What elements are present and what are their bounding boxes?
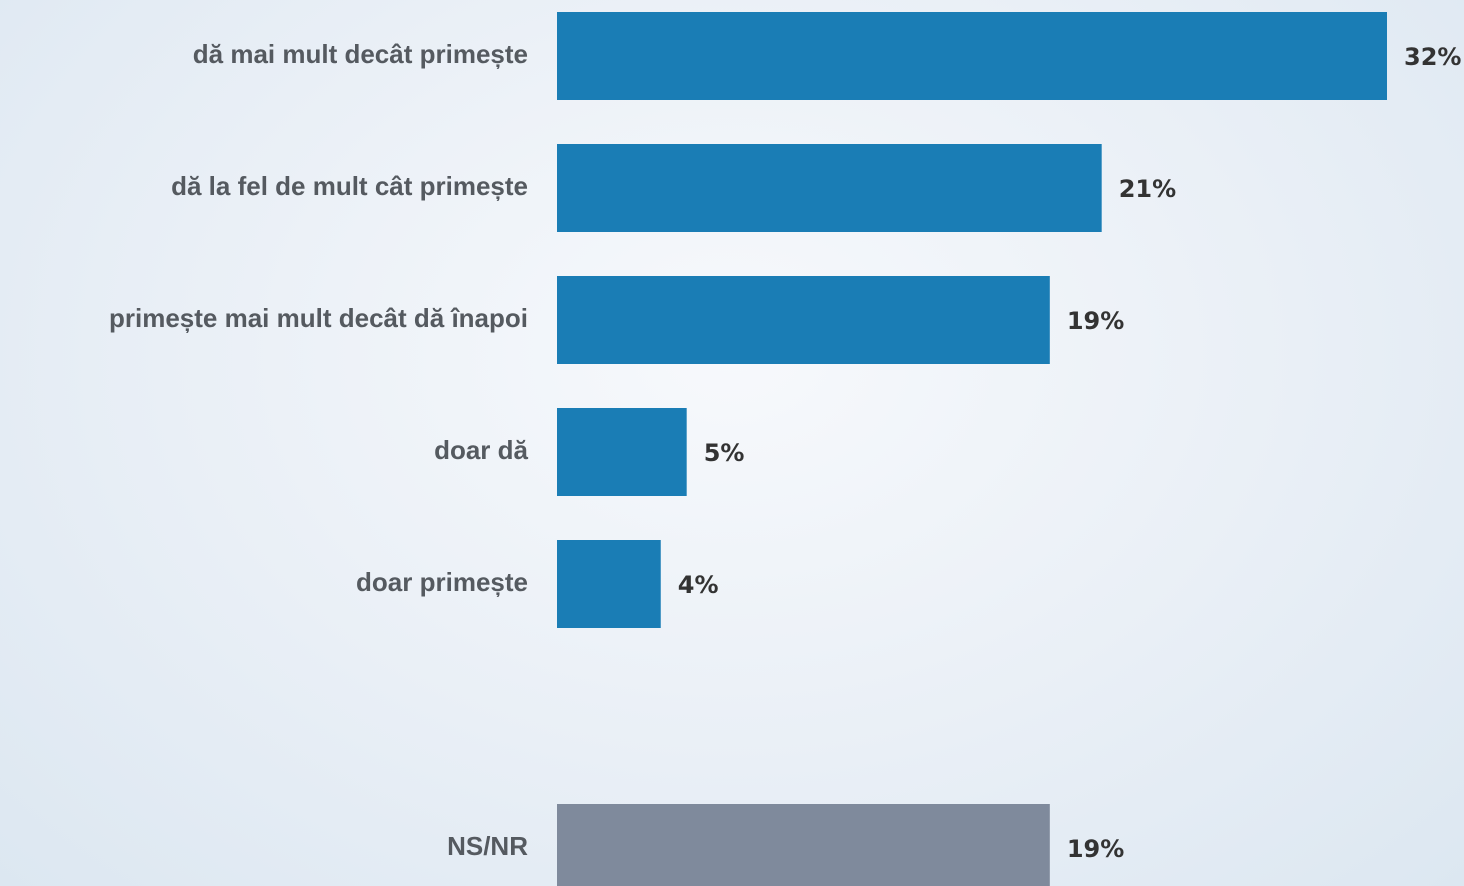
category-label: doar dă xyxy=(434,435,528,465)
bar xyxy=(557,408,687,496)
value-label: 21% xyxy=(1119,175,1176,203)
category-label: doar primește xyxy=(356,567,528,597)
bar xyxy=(557,12,1387,100)
value-label: 19% xyxy=(1067,307,1124,335)
value-label: 32% xyxy=(1404,43,1461,71)
value-label: 19% xyxy=(1067,835,1124,863)
bar xyxy=(557,540,661,628)
category-label: dă la fel de mult cât primește xyxy=(171,171,528,201)
bar xyxy=(557,144,1102,232)
value-label: 5% xyxy=(704,439,745,467)
category-label: NS/NR xyxy=(447,831,528,861)
category-label: dă mai mult decât primește xyxy=(193,39,528,69)
value-label: 4% xyxy=(678,571,719,599)
bar xyxy=(557,804,1050,886)
bar xyxy=(557,276,1050,364)
category-label: primește mai mult decât dă înapoi xyxy=(109,303,528,333)
